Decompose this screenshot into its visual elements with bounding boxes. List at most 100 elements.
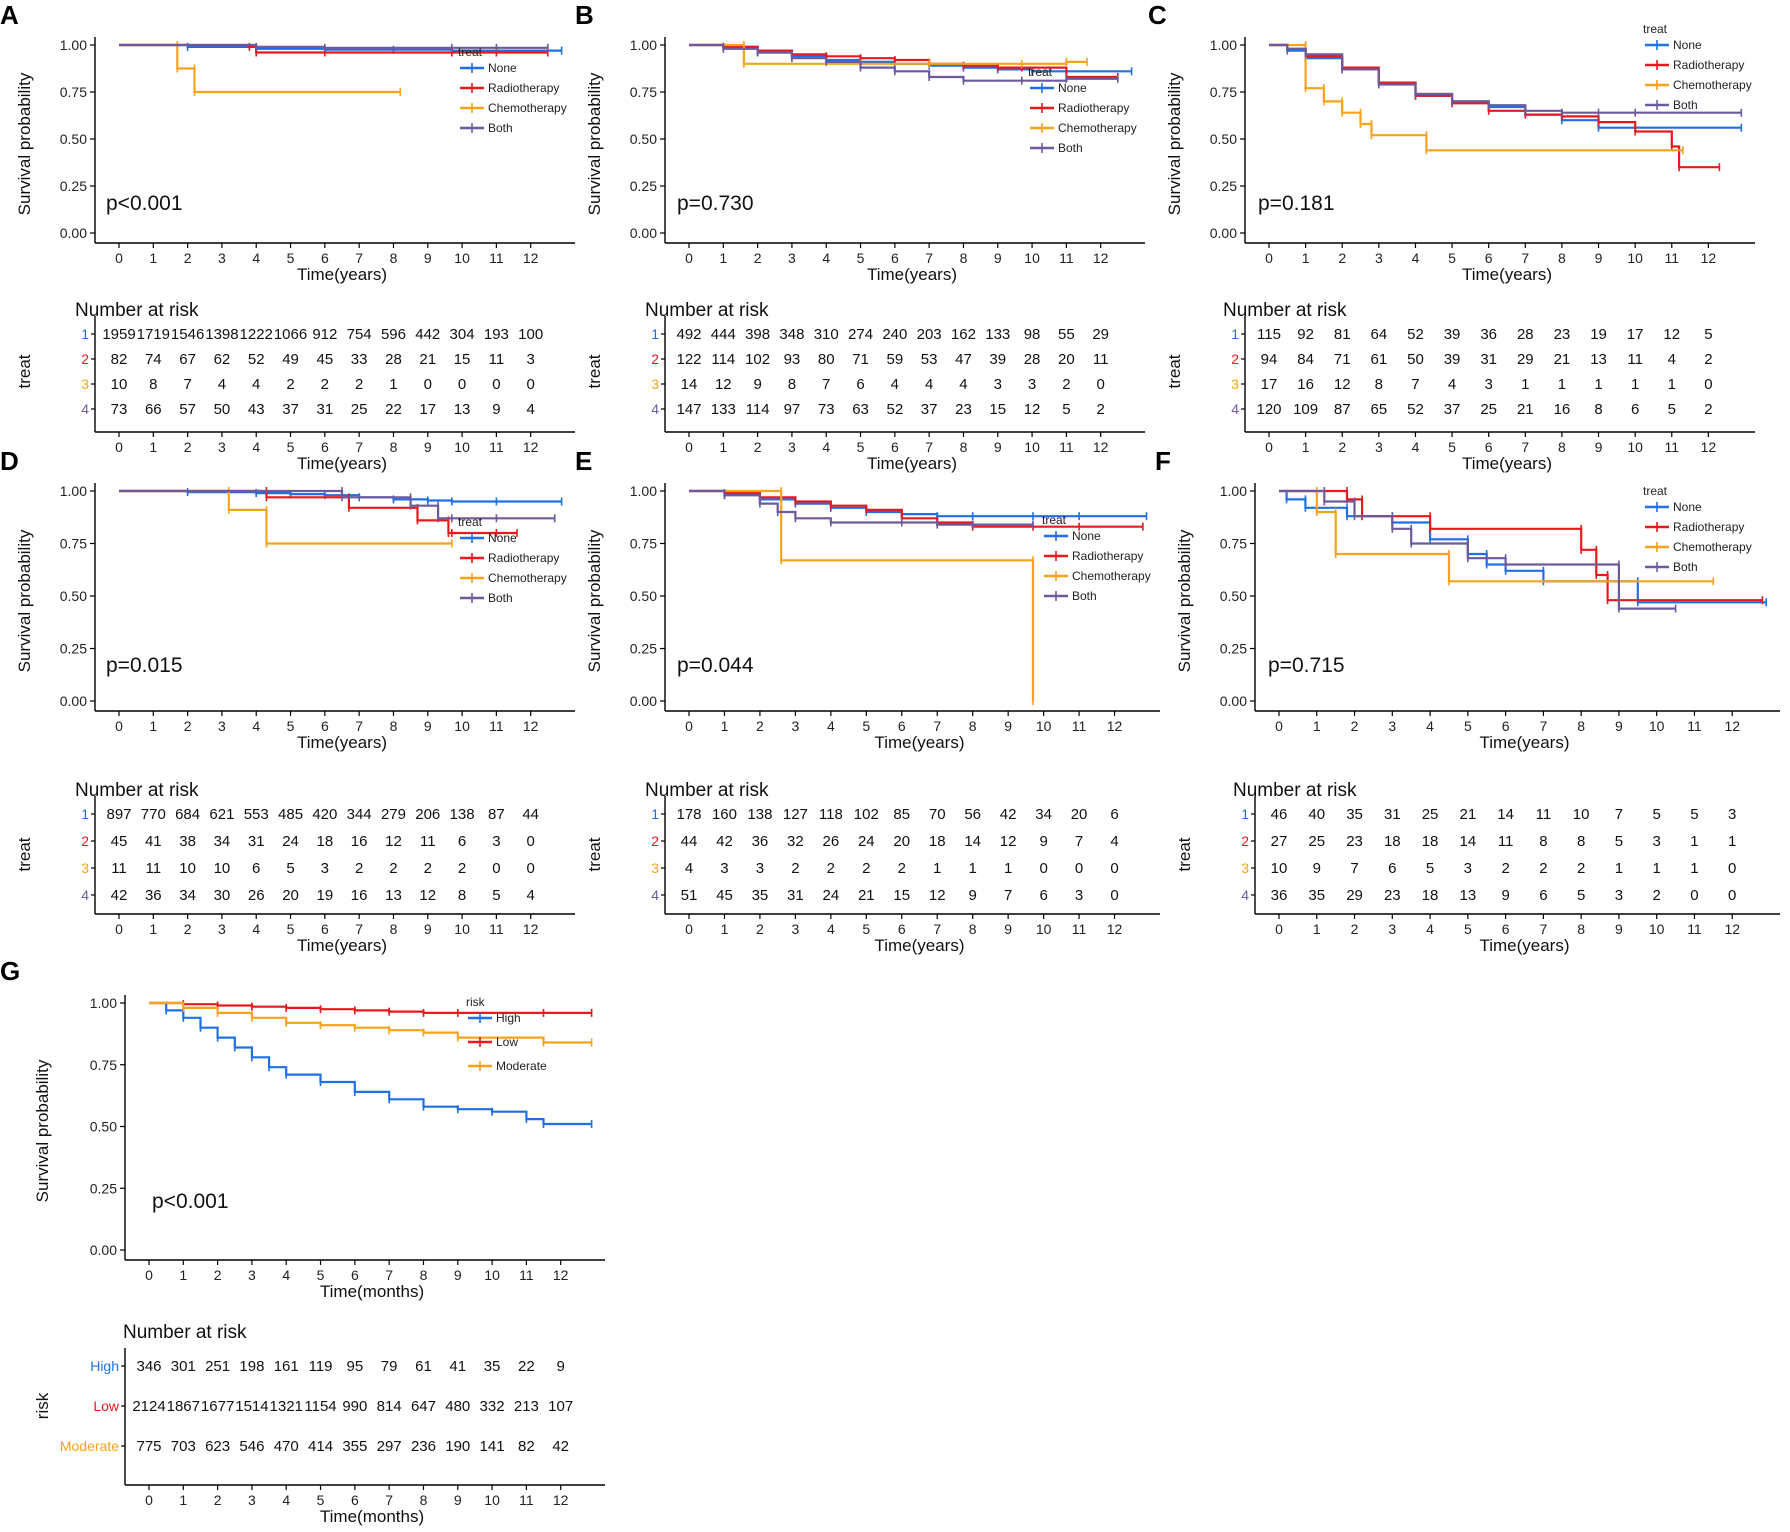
y-tick-label: 0.75 (60, 84, 87, 100)
y-tick-label: 1.00 (90, 995, 117, 1011)
risk-count: 44 (522, 806, 539, 823)
risk-count: 4 (218, 376, 226, 393)
risk-count: 161 (274, 1358, 299, 1375)
x-tick-label: 0 (145, 1267, 153, 1283)
risk-count: 25 (1480, 401, 1497, 418)
legend-entry: None (1072, 529, 1101, 543)
risk-count: 26 (823, 833, 840, 850)
risk-y-axis-label: risk (33, 1392, 52, 1419)
x-tick-label: 10 (484, 1267, 500, 1283)
risk-count: 37 (282, 401, 299, 418)
x-tick-label: 5 (862, 718, 870, 734)
risk-x-tick-label: 2 (754, 439, 762, 455)
risk-count: 3 (492, 833, 500, 850)
p-value: p<0.001 (106, 192, 183, 215)
risk-count: 2 (321, 376, 329, 393)
risk-count: 546 (239, 1438, 264, 1455)
risk-x-tick-label: 9 (424, 921, 432, 937)
risk-x-tick-label: 5 (857, 439, 865, 455)
risk-count: 6 (856, 376, 864, 393)
risk-count: 93 (784, 351, 801, 368)
x-tick-label: 11 (1059, 250, 1074, 266)
x-tick-label: 0 (1275, 718, 1283, 734)
x-tick-label: 2 (184, 250, 192, 266)
risk-x-axis-label: Time(years) (867, 454, 957, 473)
x-tick-label: 3 (791, 718, 799, 734)
km-curve-both (1269, 43, 1742, 114)
x-tick-label: 7 (355, 250, 363, 266)
km-curve-radiotherapy (1279, 489, 1763, 602)
legend-title: treat (1643, 22, 1668, 36)
x-tick-label: 4 (827, 718, 835, 734)
risk-x-tick-label: 3 (791, 921, 799, 937)
risk-table-title: Number at risk (645, 780, 769, 801)
risk-count: 8 (1577, 833, 1585, 850)
risk-count: 775 (136, 1438, 161, 1455)
risk-count: 52 (1407, 401, 1424, 418)
risk-count: 120 (1256, 401, 1281, 418)
x-tick-label: 8 (390, 250, 398, 266)
x-tick-label: 9 (994, 250, 1002, 266)
risk-x-tick-label: 4 (827, 921, 835, 937)
risk-count: 7 (1615, 806, 1623, 823)
panel-letter: D (0, 446, 19, 476)
risk-x-tick-label: 11 (1059, 439, 1074, 455)
legend-entry: Radiotherapy (1673, 58, 1744, 72)
risk-count: 79 (381, 1358, 398, 1375)
x-tick-label: 4 (252, 250, 260, 266)
risk-x-tick-label: 3 (788, 439, 796, 455)
risk-count: 87 (488, 806, 505, 823)
risk-count: 332 (480, 1398, 505, 1415)
x-tick-label: 10 (1649, 718, 1665, 734)
legend-entry: Both (1058, 141, 1083, 155)
y-tick-label: 0.50 (60, 588, 87, 604)
risk-count: 1677 (201, 1398, 234, 1415)
x-tick-label: 11 (489, 250, 504, 266)
x-tick-label: 11 (489, 718, 504, 734)
x-tick-label: 2 (214, 1267, 222, 1283)
y-tick-label: 0.50 (630, 588, 657, 604)
y-tick-label: 1.00 (630, 483, 657, 499)
risk-count: 41 (145, 833, 162, 850)
risk-count: 5 (1690, 806, 1698, 823)
risk-x-tick-label: 9 (994, 439, 1002, 455)
risk-x-tick-label: 7 (1521, 439, 1529, 455)
risk-x-tick-label: 4 (822, 439, 830, 455)
risk-row-key: 4 (1241, 887, 1249, 903)
risk-count: 31 (248, 833, 265, 850)
risk-row-key: 3 (81, 860, 89, 876)
x-tick-label: 10 (1627, 250, 1643, 266)
x-axis-label: Time(years) (874, 733, 964, 752)
x-tick-label: 8 (390, 718, 398, 734)
risk-x-tick-label: 11 (489, 439, 504, 455)
legend-entry: Moderate (496, 1059, 547, 1073)
x-tick-label: 8 (960, 250, 968, 266)
risk-count: 49 (282, 351, 299, 368)
risk-count: 118 (819, 806, 843, 823)
risk-count: 102 (854, 806, 879, 823)
risk-count: 31 (1480, 351, 1497, 368)
legend-entry: Radiotherapy (1673, 520, 1744, 534)
legend-entry: High (496, 1011, 521, 1025)
risk-count: 133 (711, 401, 736, 418)
risk-row-key: 2 (81, 351, 89, 367)
risk-table-title: Number at risk (1233, 780, 1357, 801)
risk-count: 37 (1444, 401, 1461, 418)
risk-count: 2 (1062, 376, 1070, 393)
risk-count: 24 (282, 833, 299, 850)
risk-count: 1222 (240, 326, 273, 343)
x-tick-label: 6 (321, 718, 329, 734)
risk-x-tick-label: 0 (115, 921, 123, 937)
legend-title: treat (1643, 484, 1668, 498)
risk-count: 71 (852, 351, 869, 368)
risk-count: 46 (1271, 806, 1288, 823)
risk-count: 6 (1388, 860, 1396, 877)
x-tick-label: 1 (719, 250, 727, 266)
x-tick-label: 8 (1577, 718, 1585, 734)
legend-title: treat (1028, 65, 1053, 79)
y-tick-label: 0.00 (1210, 225, 1237, 241)
risk-x-tick-label: 11 (1664, 439, 1679, 455)
p-value: p=0.181 (1258, 192, 1335, 215)
risk-row-key: 1 (651, 806, 659, 822)
